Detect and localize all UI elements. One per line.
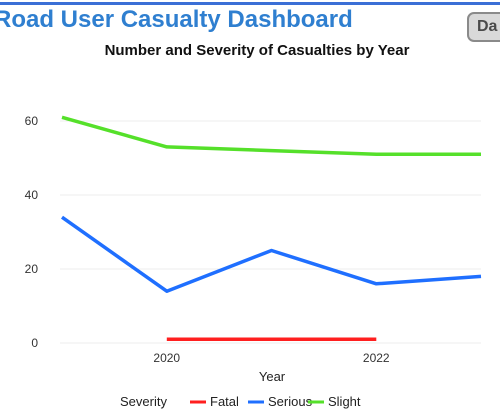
y-tick-label: 0 [31, 336, 38, 350]
series-line-serious [60, 215, 482, 293]
header-rule [0, 2, 500, 5]
series-line-slight [61, 115, 481, 157]
chart-series [60, 115, 482, 342]
y-tick-label: 20 [25, 262, 39, 276]
x-axis-title: Year [259, 369, 286, 384]
dashboard-header: Road User Casualty Dashboard Da [0, 0, 500, 42]
legend-label-serious: Serious [268, 394, 313, 409]
legend-label-slight: Slight [328, 394, 361, 409]
y-axis-ticks: 0 20 40 60 [25, 114, 39, 350]
chart-legend: Severity Fatal Serious Slight [120, 394, 361, 409]
x-tick-label: 2022 [363, 351, 390, 365]
y-tick-label: 40 [25, 188, 39, 202]
dashboard-title: Road User Casualty Dashboard [0, 6, 353, 33]
x-tick-label: 2020 [153, 351, 180, 365]
y-tick-label: 60 [25, 114, 39, 128]
legend-label-fatal: Fatal [210, 394, 239, 409]
chart-grid [60, 120, 481, 344]
legend-title: Severity [120, 394, 167, 409]
x-axis-ticks: 2020 2022 [153, 351, 390, 365]
dashboard-tab-button[interactable]: Da [467, 12, 500, 42]
chart-title: Number and Severity of Casualties by Yea… [104, 42, 410, 59]
